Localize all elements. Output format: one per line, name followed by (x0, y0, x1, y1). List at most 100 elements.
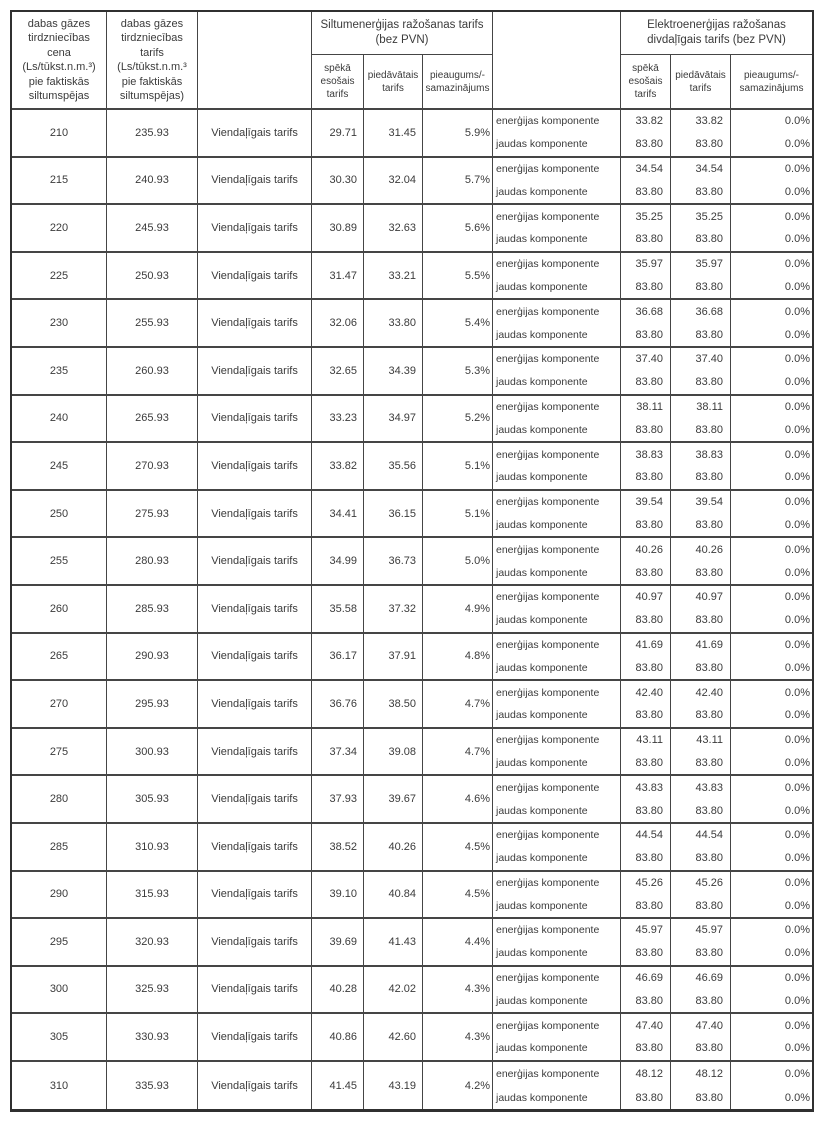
elec-change-energy: 0.0% (784, 400, 810, 413)
cell-elec-current: 48.12 83.80 (621, 1061, 671, 1110)
cell-heat-change: 5.6% (423, 205, 493, 251)
cell-tariff-type: Viendaļīgais tarifs (198, 633, 312, 680)
cell-elec-proposed: 42.40 83.80 (671, 681, 731, 727)
cell-heat-proposed: 42.02 (364, 966, 423, 1013)
cell-component-labels: enerģijas komponente jaudas komponente (493, 157, 621, 204)
cell-heat-current: 36.17 (312, 633, 364, 680)
cell-gas-tariff: 290.93 (107, 633, 198, 680)
cell-tariff-type: Viendaļīgais tarifs (198, 728, 312, 775)
cell-elec-current: 44.54 83.80 (621, 823, 671, 870)
cell-elec-proposed: 34.54 83.80 (671, 157, 731, 204)
component-label-capacity: jaudas komponente (496, 899, 588, 912)
cell-gas-price: 230 (12, 300, 107, 346)
elec-proposed-capacity: 83.80 (695, 756, 723, 769)
cell-gas-tariff: 235.93 (107, 110, 198, 156)
header-gas-price: dabas gāzes tirdzniecības cena (Ls/tūkst… (12, 12, 107, 108)
elec-proposed-energy: 42.40 (695, 686, 723, 699)
component-label-energy: enerģijas komponente (496, 353, 600, 366)
elec-proposed-capacity: 83.80 (695, 471, 723, 484)
component-label-energy: enerģijas komponente (496, 1019, 600, 1032)
cell-elec-current: 38.11 83.80 (621, 395, 671, 442)
elec-change-capacity: 0.0% (784, 471, 810, 484)
elec-change-energy: 0.0% (784, 353, 810, 366)
elec-proposed-energy: 39.54 (695, 496, 723, 509)
elec-change-energy: 0.0% (784, 258, 810, 271)
elec-change-capacity: 0.0% (784, 1091, 810, 1104)
cell-gas-tariff: 250.93 (107, 252, 198, 299)
component-label-capacity: jaudas komponente (496, 566, 588, 579)
cell-heat-change: 5.2% (423, 395, 493, 442)
cell-tariff-type: Viendaļīgais tarifs (198, 443, 312, 489)
component-label-capacity: jaudas komponente (496, 471, 588, 484)
cell-elec-current: 35.97 83.80 (621, 252, 671, 299)
elec-current-energy: 35.25 (635, 210, 663, 223)
cell-elec-proposed: 44.54 83.80 (671, 823, 731, 870)
cell-tariff-type: Viendaļīgais tarifs (198, 1061, 312, 1110)
cell-elec-change: 0.0% 0.0% (731, 443, 812, 489)
cell-gas-tariff: 320.93 (107, 919, 198, 965)
component-label-energy: enerģijas komponente (496, 162, 600, 175)
cell-heat-change: 4.5% (423, 871, 493, 918)
cell-heat-proposed: 33.80 (364, 300, 423, 346)
cell-elec-proposed: 38.83 83.80 (671, 443, 731, 489)
elec-current-energy: 42.40 (635, 686, 663, 699)
cell-gas-tariff: 325.93 (107, 966, 198, 1013)
component-label-capacity: jaudas komponente (496, 376, 588, 389)
cell-component-labels: enerģijas komponente jaudas komponente (493, 585, 621, 632)
cell-elec-current: 45.97 83.80 (621, 919, 671, 965)
cell-gas-tariff: 305.93 (107, 776, 198, 822)
cell-component-labels: enerģijas komponente jaudas komponente (493, 205, 621, 251)
cell-elec-change: 0.0% 0.0% (731, 919, 812, 965)
elec-current-energy: 35.97 (635, 258, 663, 271)
table-row: 230 255.93 Viendaļīgais tarifs 32.06 33.… (12, 300, 812, 348)
cell-tariff-type: Viendaļīgais tarifs (198, 252, 312, 299)
cell-heat-proposed: 38.50 (364, 681, 423, 727)
elec-current-capacity: 83.80 (635, 233, 663, 246)
cell-elec-current: 35.25 83.80 (621, 205, 671, 251)
cell-elec-current: 38.83 83.80 (621, 443, 671, 489)
elec-change-energy: 0.0% (784, 734, 810, 747)
elec-change-capacity: 0.0% (784, 804, 810, 817)
cell-elec-current: 42.40 83.80 (621, 681, 671, 727)
cell-gas-price: 250 (12, 490, 107, 537)
component-label-capacity: jaudas komponente (496, 280, 588, 293)
cell-tariff-type: Viendaļīgais tarifs (198, 585, 312, 632)
cell-gas-price: 220 (12, 205, 107, 251)
table-row: 225 250.93 Viendaļīgais tarifs 31.47 33.… (12, 252, 812, 301)
cell-tariff-type: Viendaļīgais tarifs (198, 490, 312, 537)
elec-current-energy: 44.54 (635, 829, 663, 842)
component-label-capacity: jaudas komponente (496, 804, 588, 817)
cell-elec-change: 0.0% 0.0% (731, 538, 812, 584)
cell-gas-price: 310 (12, 1061, 107, 1110)
cell-elec-proposed: 47.40 83.80 (671, 1014, 731, 1060)
cell-gas-tariff: 255.93 (107, 300, 198, 346)
table-row: 285 310.93 Viendaļīgais tarifs 38.52 40.… (12, 823, 812, 872)
cell-heat-current: 30.30 (312, 157, 364, 204)
table-row: 250 275.93 Viendaļīgais tarifs 34.41 36.… (12, 490, 812, 539)
cell-gas-price: 225 (12, 252, 107, 299)
cell-heat-current: 34.99 (312, 538, 364, 584)
cell-component-labels: enerģijas komponente jaudas komponente (493, 681, 621, 727)
cell-elec-current: 46.69 83.80 (621, 966, 671, 1013)
elec-proposed-energy: 36.68 (695, 305, 723, 318)
elec-current-energy: 37.40 (635, 353, 663, 366)
elec-current-energy: 36.68 (635, 305, 663, 318)
table-header: dabas gāzes tirdzniecības cena (Ls/tūkst… (12, 12, 812, 110)
table-row: 215 240.93 Viendaļīgais tarifs 30.30 32.… (12, 157, 812, 206)
cell-heat-proposed: 33.21 (364, 252, 423, 299)
elec-change-energy: 0.0% (784, 210, 810, 223)
header-elec-change: pieaugums/- samazinājums (739, 69, 804, 94)
cell-elec-current: 41.69 83.80 (621, 633, 671, 680)
cell-heat-proposed: 39.67 (364, 776, 423, 822)
cell-tariff-type: Viendaļīgais tarifs (198, 157, 312, 204)
elec-current-energy: 45.26 (635, 876, 663, 889)
table-row: 310 335.93 Viendaļīgais tarifs 41.45 43.… (12, 1061, 812, 1110)
elec-change-energy: 0.0% (784, 591, 810, 604)
cell-heat-change: 5.1% (423, 443, 493, 489)
elec-proposed-capacity: 83.80 (695, 852, 723, 865)
table-row: 305 330.93 Viendaļīgais tarifs 40.86 42.… (12, 1014, 812, 1062)
component-label-capacity: jaudas komponente (496, 756, 588, 769)
elec-change-capacity: 0.0% (784, 233, 810, 246)
component-label-energy: enerģijas komponente (496, 448, 600, 461)
cell-heat-current: 37.93 (312, 776, 364, 822)
